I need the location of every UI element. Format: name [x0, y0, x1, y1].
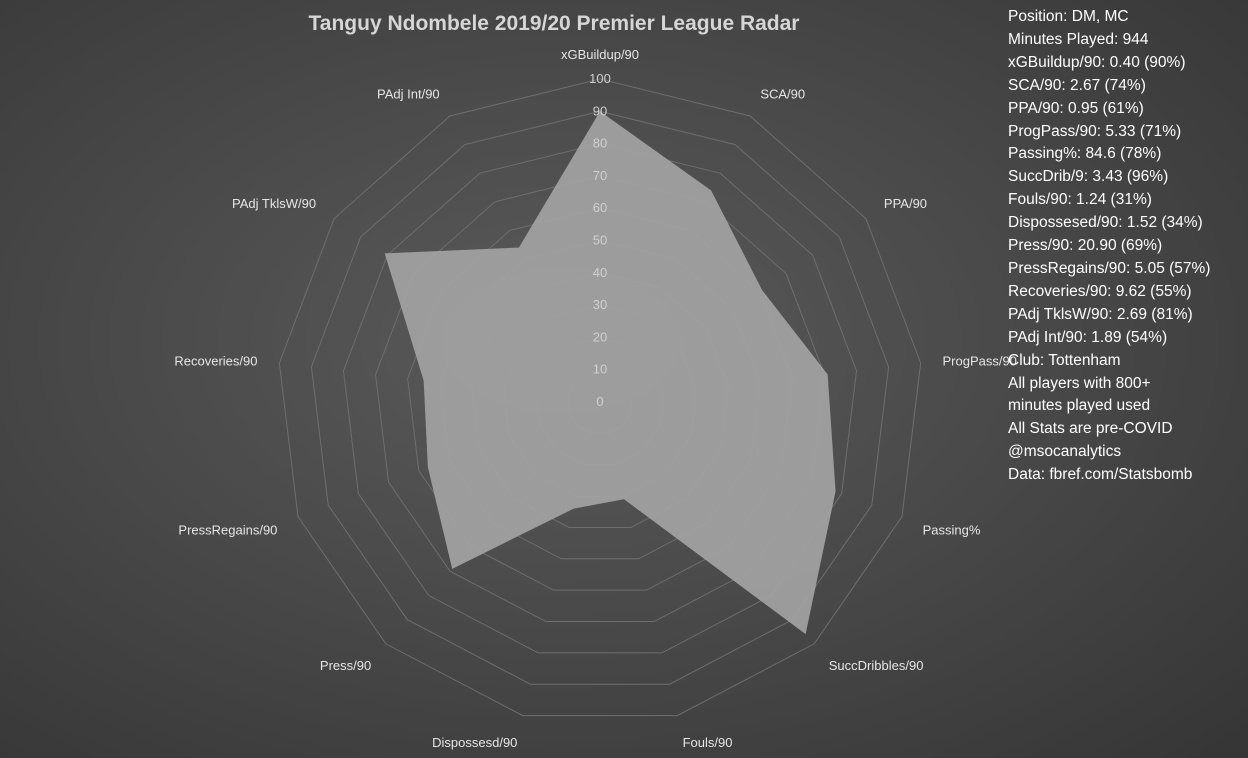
grid-ring	[278, 78, 922, 717]
stats-line: PAdj TklsW/90: 2.69 (81%)	[1008, 305, 1193, 323]
tick-label: 80	[593, 136, 607, 151]
category-label: Fouls/90	[683, 735, 733, 750]
category-label: PAdj Int/90	[377, 87, 440, 102]
tick-label: 10	[593, 362, 607, 377]
stats-line: Club: Tottenham	[1008, 351, 1121, 369]
stats-line: Press/90: 20.90 (69%)	[1008, 237, 1163, 255]
category-labels: xGBuildup/90 SCA/90 PPA/90 ProgPass/90 Passi…	[174, 47, 1017, 750]
stats-line: PAdj Int/90: 1.89 (54%)	[1008, 328, 1168, 346]
stats-line: All players with 800+	[1008, 374, 1151, 392]
tick-label: 20	[593, 329, 607, 344]
category-label: PAdj TklsW/90	[232, 196, 316, 211]
chart-title: Tanguy Ndombele 2019/20 Premier League R…	[0, 12, 1240, 36]
stats-line: @msocanalytics	[1008, 443, 1122, 461]
tick-label: 50	[593, 233, 607, 248]
category-label: xGBuildup/90	[561, 47, 639, 62]
tick-label: 30	[593, 297, 607, 312]
stats-line: xGBuildup/90: 0.40 (90%)	[1008, 53, 1186, 71]
stats-line: Minutes Played: 944	[1008, 30, 1149, 48]
radar-area-layer	[384, 111, 836, 635]
category-label: SCA/90	[760, 87, 805, 102]
tick-label: 60	[593, 200, 607, 215]
tick-label: 70	[593, 168, 607, 183]
stats-line: PPA/90: 0.95 (61%)	[1008, 99, 1144, 117]
category-label: PPA/90	[884, 196, 927, 211]
tick-label: 40	[593, 265, 607, 280]
stats-panel: Position: DM, MC Minutes Played: 944 xGBui…	[1008, 6, 1246, 487]
category-label: PressRegains/90	[178, 522, 277, 537]
stats-line: Position: DM, MC	[1008, 8, 1129, 25]
stats-line: ProgPass/90: 5.33 (71%)	[1008, 122, 1182, 140]
chart-title-text: Tanguy Ndombele 2019/20 Premier League R…	[308, 12, 800, 35]
tick-label: 90	[593, 103, 607, 118]
radial-tick-labels: 0 10 20 30 40 50 60 70 80 90 100	[589, 71, 611, 409]
grid-ring	[342, 143, 858, 654]
category-label: Press/90	[320, 658, 371, 673]
radar-area	[384, 111, 836, 635]
stats-line: Passing%: 84.6 (78%)	[1008, 145, 1162, 163]
tick-label: 100	[589, 71, 611, 86]
stats-line: minutes played used	[1008, 397, 1151, 415]
category-label: Passing%	[923, 522, 981, 537]
stats-line: SCA/90: 2.67 (74%)	[1008, 76, 1146, 94]
stats-line: Fouls/90: 1.24 (31%)	[1008, 191, 1152, 209]
category-label: Recoveries/90	[174, 353, 257, 368]
stats-line: All Stats are pre-COVID	[1008, 420, 1173, 438]
category-label: SuccDribbles/90	[829, 658, 924, 673]
tick-label: 0	[596, 394, 603, 409]
grid-ring	[310, 110, 890, 685]
category-label: ProgPass/90	[942, 353, 1016, 368]
stats-line: Data: fbref.com/Statsbomb	[1008, 466, 1193, 484]
stats-line: PressRegains/90: 5.05 (57%)	[1008, 259, 1211, 277]
stats-line: Recoveries/90: 9.62 (55%)	[1008, 282, 1192, 300]
stats-line: SuccDrib/9: 3.43 (96%)	[1008, 168, 1169, 186]
stats-line: Dispossesed/90: 1.52 (34%)	[1008, 214, 1203, 232]
category-label: Dispossesd/90	[432, 735, 517, 750]
